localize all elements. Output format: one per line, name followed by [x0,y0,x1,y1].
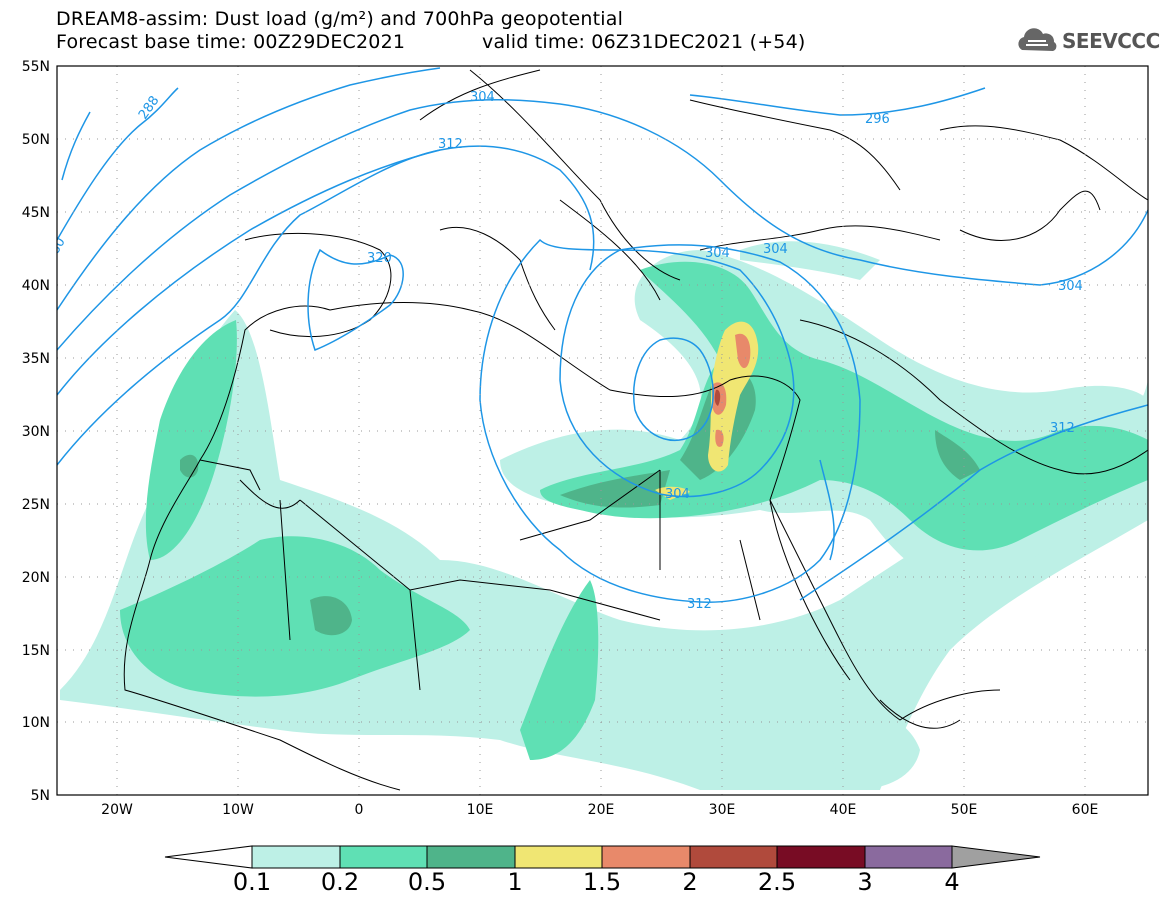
colorbar-segment [426,845,516,869]
colorbar-segment [601,845,691,869]
colorbar-label: 1 [507,868,523,896]
colorbar-label: 2 [682,868,698,896]
lon-label: 20E [588,802,615,818]
contour-label: 304 [763,242,788,257]
geopotential-contours [57,67,1148,603]
contour-label: 304 [1058,279,1083,294]
forecast-base-time: Forecast base time: 00Z29DEC2021 [56,31,406,53]
lon-label: 30E [709,802,736,818]
lat-label: 40N [22,278,50,294]
contour-label: 304 [470,90,495,105]
lat-label: 5N [31,788,50,804]
contour-label: 80 [47,235,68,257]
lat-label: 25N [22,497,50,513]
logo-text: SEEVCCC [1062,29,1160,53]
lat-label: 20N [22,570,50,586]
colorbar-segment [776,845,866,869]
lon-label: 60E [1072,802,1099,818]
colorbar-segment [164,845,253,869]
valid-time: valid time: 06Z31DEC2021 (+54) [482,31,806,53]
contour-label: 312 [438,137,463,152]
map-frame [56,65,1149,796]
contour-label: 312 [687,597,712,612]
contour-label: 296 [865,112,890,127]
cloud-icon [1018,28,1057,51]
lon-label: 10W [222,802,254,818]
lat-label: 35N [22,351,50,367]
chart-title: DREAM8-assim: Dust load (g/m²) and 700hP… [56,8,624,30]
colorbar-label: 3 [857,868,873,896]
colorbar-label: 0.2 [320,868,360,896]
lon-label: 10E [467,802,494,818]
longitude-labels: 20W 10W 0 10E 20E 30E 40E 50E 60E [101,802,1098,818]
contour-label: 320 [367,251,392,266]
colorbar-segment [951,845,1041,869]
colorbar-segment [864,845,953,869]
lon-label: 20W [101,802,133,818]
seevccc-logo: SEEVCCC [1016,26,1160,56]
lat-label: 10N [22,715,50,731]
colorbar-label: 4 [944,868,960,896]
lat-label: 55N [22,59,50,75]
lon-label: 40E [830,802,857,818]
contour-label: 304 [665,487,690,502]
lat-label: 45N [22,205,50,221]
latitude-labels: 55N 50N 45N 40N 35N 30N 25N 20N 15N 10N … [22,59,50,804]
colorbar-label: 2.5 [757,868,797,896]
contour-label: 312 [1050,421,1075,436]
colorbar-segment [689,845,778,869]
colorbar-label: 0.1 [232,868,272,896]
lon-label: 50E [951,802,978,818]
coastlines [123,69,1148,791]
lat-label: 30N [22,424,50,440]
colorbar-label: 0.5 [407,868,447,896]
lat-label: 15N [22,643,50,659]
colorbar [164,845,1041,869]
lon-label: 0 [355,802,364,818]
colorbar-label: 1.5 [582,868,622,896]
colorbar-segment [339,845,428,869]
dust-shading [60,241,1148,790]
contour-label: 304 [705,246,730,261]
lat-label: 50N [22,132,50,148]
colorbar-segment [251,845,341,869]
colorbar-segment [514,845,603,869]
